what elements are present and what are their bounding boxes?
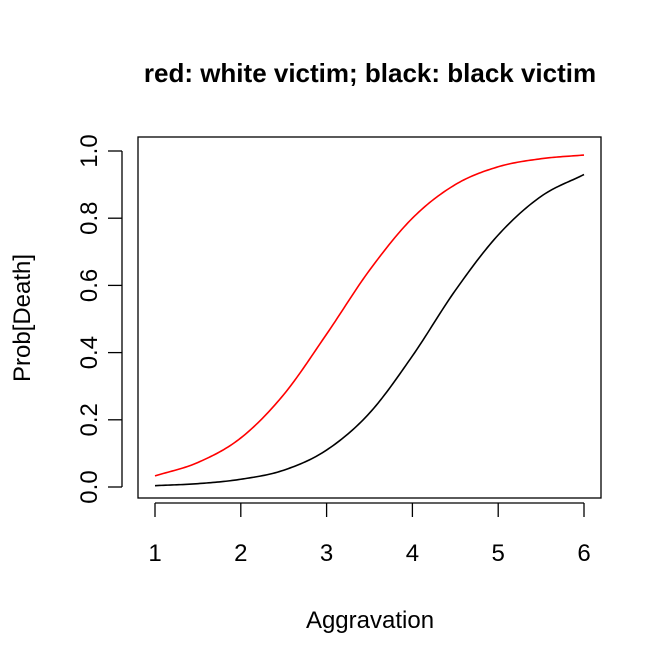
series-layer: [154, 154, 585, 487]
chart-title: red: white victim; black: black victim: [144, 58, 596, 88]
y-axis: 0.0 0.2 0.4 0.6 0.8 1.0: [76, 134, 123, 504]
y-tick-label: 0.6: [76, 269, 103, 302]
y-tick-label: 1.0: [76, 134, 103, 167]
x-axis: 1 2 3 4 5 6: [148, 502, 591, 567]
y-tick-label: 0.4: [76, 336, 103, 369]
y-tick-label: 0.0: [76, 470, 103, 503]
y-tick-label: 0.2: [76, 403, 103, 436]
x-tick-label: 1: [148, 540, 161, 567]
x-axis-label: Aggravation: [306, 607, 434, 634]
y-axis-label: Prob[Death]: [9, 254, 36, 382]
plot-frame: [137, 136, 602, 499]
x-tick-label: 4: [406, 540, 419, 567]
series-line-red: [154, 154, 585, 477]
x-tick-label: 2: [234, 540, 247, 567]
y-tick-label: 0.8: [76, 202, 103, 235]
series-line-black: [154, 173, 585, 487]
x-tick-label: 6: [577, 540, 590, 567]
x-tick-label: 3: [320, 540, 333, 567]
x-tick-label: 5: [492, 540, 505, 567]
